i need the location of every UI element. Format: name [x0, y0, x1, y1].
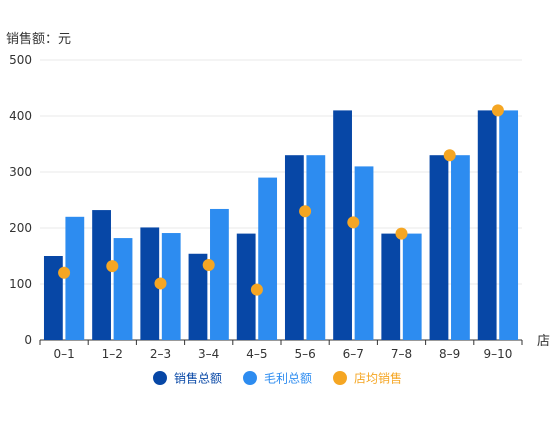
point-store-average — [250, 283, 263, 296]
y-axis-title: 销售额：元 — [6, 31, 71, 47]
legend-label: 毛利总额 — [264, 372, 312, 386]
x-tick-label: 2–3 — [150, 347, 171, 361]
bar-sales-total — [43, 256, 63, 340]
bar-sales-total — [477, 110, 497, 341]
bar-gross-profit — [161, 233, 181, 340]
point-store-average — [202, 258, 215, 271]
point-store-average — [106, 260, 119, 273]
bar-sales-total — [236, 233, 256, 340]
x-tick-label: 7–8 — [391, 347, 412, 361]
bar-gross-profit — [113, 238, 133, 340]
y-tick-label: 100 — [9, 277, 32, 291]
bar-gross-profit — [354, 166, 374, 340]
legend-label: 销售总额 — [174, 371, 222, 386]
bar-sales-total — [188, 253, 208, 340]
x-tick-label: 0–1 — [53, 347, 74, 361]
x-axis-title: 店 — [537, 334, 550, 349]
y-tick-label: 500 — [9, 53, 32, 67]
y-tick-label: 400 — [9, 109, 32, 123]
x-tick-label: 9–10 — [483, 347, 512, 361]
legend-marker — [153, 371, 167, 385]
bar-gross-profit — [402, 233, 422, 340]
point-store-average — [443, 149, 456, 162]
bar-sales-total — [333, 110, 352, 341]
x-tick-label: 8–9 — [439, 347, 460, 361]
bar-gross-profit — [451, 155, 470, 340]
y-tick-label: 200 — [9, 221, 32, 235]
bar-gross-profit — [210, 208, 229, 340]
bar-gross-profit — [306, 155, 326, 340]
bar-sales-total — [140, 227, 160, 340]
point-store-average — [299, 205, 312, 218]
x-tick-label: 3–4 — [198, 347, 219, 361]
point-store-average — [154, 277, 167, 290]
point-store-average — [347, 216, 360, 229]
bar-gross-profit — [258, 177, 278, 340]
x-tick-label: 4–5 — [246, 347, 267, 361]
bar-gross-profit — [65, 216, 85, 340]
point-store-average — [395, 227, 408, 240]
point-store-average — [58, 266, 71, 279]
point-store-average — [491, 104, 504, 117]
x-tick-label: 6–7 — [343, 347, 364, 361]
x-tick-label: 1–2 — [102, 347, 123, 361]
bar-gross-profit — [499, 110, 519, 341]
legend-marker — [243, 371, 257, 385]
y-tick-label: 0 — [24, 333, 32, 347]
bar-sales-total — [284, 155, 304, 340]
legend-marker — [333, 371, 347, 385]
bar-sales-total — [429, 155, 449, 340]
y-tick-label: 300 — [9, 165, 32, 179]
bar-sales-total — [381, 233, 401, 340]
x-tick-label: 5–6 — [294, 347, 315, 361]
bar-sales-total — [92, 210, 111, 340]
legend-label: 店均销售 — [354, 371, 402, 386]
